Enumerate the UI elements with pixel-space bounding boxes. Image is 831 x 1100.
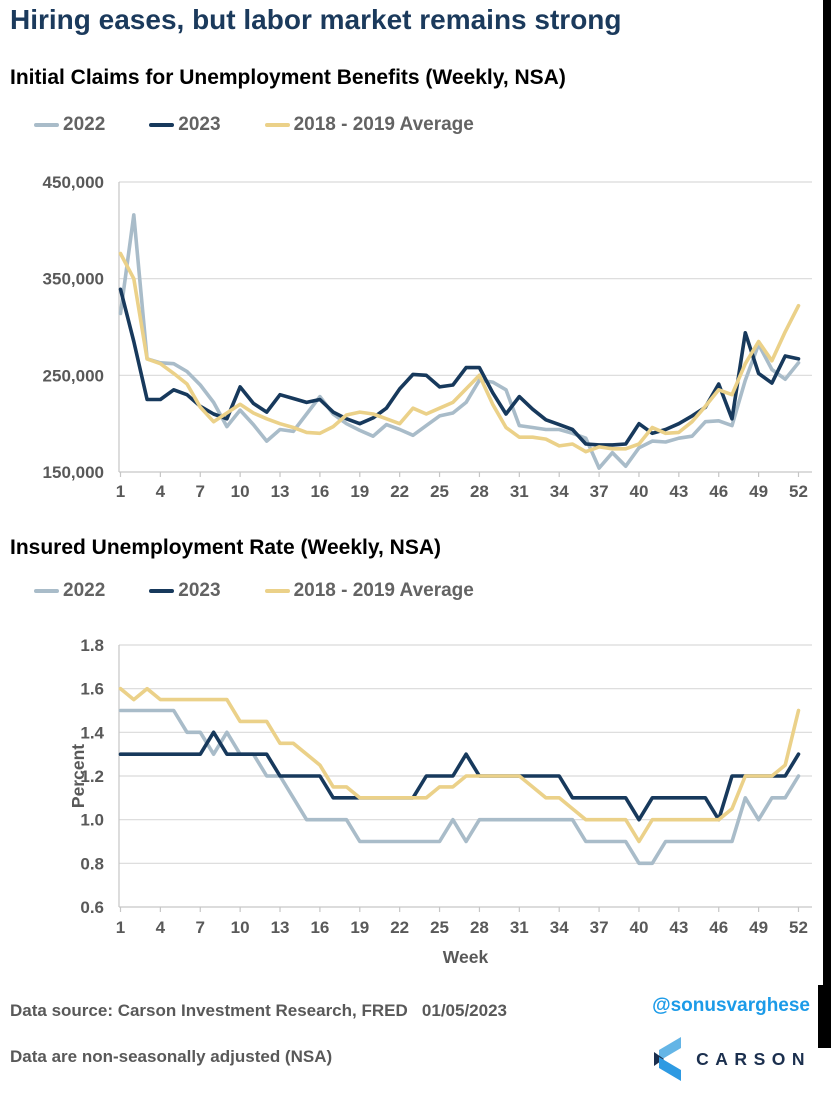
x-axis-tick-label: 10 [231,482,250,501]
y-axis-tick-label: 250,000 [43,366,104,385]
x-axis-tick-label: 40 [630,918,649,937]
y-axis-tick-label: 1.6 [80,680,104,699]
y-axis-tick-label: 1.8 [80,636,104,655]
y-axis-tick-label: 450,000 [43,173,104,192]
window-edge-strip [823,0,831,1048]
legend-item-2022: 2022 [34,580,105,602]
x-axis-tick-label: 34 [550,918,569,937]
chart1-legend: 2022 2023 2018 - 2019 Average [34,114,518,136]
x-axis-tick-label: 40 [630,482,649,501]
x-axis-tick-label: 52 [789,918,808,937]
series-line-2022 [118,708,801,866]
x-axis-tick-label: 37 [590,918,609,937]
legend-item-2022: 2022 [34,114,105,136]
x-axis-tick-label: 13 [271,918,290,937]
y-axis-tick-label: 0.6 [80,898,104,917]
window-edge-strip-corner [818,985,831,1048]
twitter-handle[interactable]: @sonusvarghese [652,995,810,1016]
x-axis-tick-label: 1 [116,482,125,501]
legend-swatch-icon [149,123,175,127]
x-axis-tick-label: 22 [390,482,409,501]
legend-label: 2023 [178,580,221,601]
main-title: Hiring eases, but labor market remains s… [10,4,622,35]
carson-logo-icon [654,1037,682,1081]
x-axis-tick-label: 16 [310,918,329,937]
carson-logo-text: CARSON [696,1048,811,1069]
x-axis-tick-label: 7 [196,482,205,501]
x-axis-tick-label: 43 [669,918,688,937]
x-axis-tick-label: 49 [749,482,768,501]
x-axis-tick-label: 10 [231,918,250,937]
legend-item-2023: 2023 [149,580,221,602]
x-axis-tick-label: 43 [669,482,688,501]
series-line-2018---2019-average [118,251,801,454]
y-axis-title: Percent [68,744,88,808]
x-axis-tick-label: 31 [510,482,529,501]
series-line-2023 [118,730,801,822]
x-axis-tick-label: 46 [709,918,728,937]
x-axis-tick-label: 37 [590,482,609,501]
chart2-title: Insured Unemployment Rate (Weekly, NSA) [10,536,441,559]
x-axis-tick-label: 52 [789,482,808,501]
x-axis-tick-label: 31 [510,918,529,937]
y-axis-tick-label: 1.0 [80,811,104,830]
series-line-2023 [118,287,801,447]
legend-swatch-icon [264,123,290,127]
x-axis-tick-label: 28 [470,482,489,501]
series-line-2022 [118,213,801,470]
x-axis-title: Week [443,947,489,967]
y-axis-tick-label: 1.2 [80,767,104,786]
x-axis-tick-label: 25 [430,482,449,501]
legend-item-2023: 2023 [149,114,221,136]
legend-swatch-icon [149,589,175,593]
legend-swatch-icon [34,589,59,593]
legend-label: 2022 [63,580,106,601]
y-axis-tick-label: 150,000 [43,463,104,482]
chart2-legend: 2022 2023 2018 - 2019 Average [34,580,518,602]
x-axis-tick-label: 46 [709,482,728,501]
x-axis-tick-label: 4 [156,918,166,937]
legend-label: 2022 [63,114,106,135]
nsa-note-text: Data are non-seasonally adjusted (NSA) [10,1047,333,1066]
x-axis-tick-label: 16 [310,482,329,501]
series-line-2018---2019-average [118,686,801,844]
insured-rate-chart: 0.6 0.8 1.0 1.2 1.4 1.6 1.8 1 4 7 10 13 16 19 22 25 28 31… [68,636,812,967]
x-axis-tick-label: 4 [156,482,166,501]
legend-item-2018---2019-average: 2018 - 2019 Average [264,114,474,136]
y-axis-tick-label: 1.4 [80,723,104,742]
carson-logo: CARSON [654,1037,811,1081]
legend-swatch-icon [34,123,59,127]
legend-swatch-icon [264,589,290,593]
x-axis-tick-label: 1 [116,918,125,937]
x-axis-tick-label: 7 [196,918,205,937]
x-axis-tick-label: 19 [350,482,369,501]
x-axis-tick-label: 49 [749,918,768,937]
data-source-text: Data source: Carson Investment Research,… [10,1001,507,1020]
initial-claims-chart: 150,000 250,000 350,000 450,000 1 4 7 10 13 16 19 2… [43,173,812,501]
x-axis-tick-label: 25 [430,918,449,937]
x-axis-tick-label: 34 [550,482,569,501]
x-axis-tick-label: 19 [350,918,369,937]
legend-item-2018---2019-average: 2018 - 2019 Average [264,580,474,602]
x-axis-tick-label: 28 [470,918,489,937]
chart1-title: Initial Claims for Unemployment Benefits… [10,66,566,89]
x-axis-tick-label: 13 [271,482,290,501]
y-axis-tick-label: 0.8 [80,854,104,873]
x-axis-tick-label: 22 [390,918,409,937]
legend-label: 2018 - 2019 Average [293,114,474,135]
legend-label: 2023 [178,114,221,135]
y-axis-tick-label: 350,000 [43,270,104,289]
legend-label: 2018 - 2019 Average [293,580,474,601]
